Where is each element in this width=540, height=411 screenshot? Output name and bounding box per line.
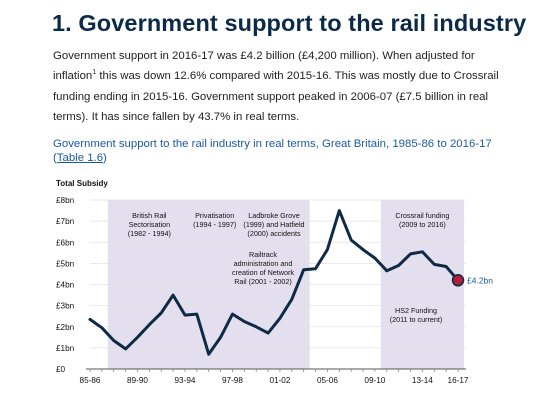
- y-tick-label: £7bn: [56, 217, 75, 226]
- y-tick-label: £5bn: [56, 259, 75, 268]
- data-point: [172, 294, 175, 297]
- band-label-0: Sectorisation: [129, 220, 171, 229]
- page-title: 1. Government support to the rail indust…: [52, 10, 527, 36]
- data-point: [445, 265, 448, 268]
- data-point: [183, 314, 186, 317]
- data-point: [195, 313, 198, 316]
- data-point: [397, 264, 400, 267]
- data-point: [219, 336, 222, 339]
- y-tick-label: £4bn: [56, 281, 75, 290]
- annotation-0: creation of Network: [232, 268, 294, 277]
- y-tick-label: £8bn: [56, 196, 75, 205]
- y-tick-label: £2bn: [56, 323, 75, 332]
- subsidy-line-chart: £0 £1bn £2bn £3bn £4bn £5bn £6bn £7bn £8bn Total …: [56, 179, 493, 385]
- band-label-1: Privatisation: [195, 211, 234, 220]
- band-label-2: (1999) and Hatfield: [243, 220, 304, 229]
- x-tick-label: 13-14: [412, 376, 433, 385]
- x-tick-label: 01-02: [269, 376, 290, 385]
- table-link[interactable]: Table 1.6: [56, 152, 104, 164]
- x-tick-label: 05-06: [317, 376, 338, 385]
- y-tick-label: £0: [56, 365, 66, 374]
- x-tick-label: 93-94: [174, 376, 195, 385]
- intro-paragraph: Government support in 2016-17 was £4.2 b…: [53, 46, 515, 128]
- band-label-1: (1994 - 1997): [193, 220, 236, 229]
- data-point: [350, 239, 353, 242]
- data-point: [433, 263, 436, 266]
- data-point: [362, 248, 365, 251]
- data-point: [385, 269, 388, 272]
- data-point: [338, 209, 341, 212]
- x-tick-label: 89-90: [127, 376, 148, 385]
- data-point: [136, 336, 139, 339]
- x-tick-label: 85-86: [80, 376, 101, 385]
- x-tick-label: 16-17: [448, 376, 469, 385]
- data-point: [302, 268, 305, 271]
- chart-caption: Government support to the rail industry …: [53, 137, 523, 165]
- annotation-0: Railtrack: [249, 250, 277, 259]
- data-point: [373, 257, 376, 260]
- x-tick-label: 09-10: [364, 376, 385, 385]
- band-label-2: (2000) accidents: [247, 229, 301, 238]
- data-point: [290, 298, 293, 301]
- caption-paren-close: ): [103, 152, 107, 164]
- caption-paren-open: (: [53, 152, 57, 164]
- data-point: [207, 353, 210, 356]
- y-tick-label: £6bn: [56, 238, 75, 247]
- intro-text-1: Government support in 2016-17 was £4.2 b…: [53, 50, 475, 83]
- data-point: [231, 313, 234, 316]
- data-point: [314, 267, 317, 270]
- footnote-ref[interactable]: 1: [92, 69, 97, 77]
- data-point: [326, 248, 329, 251]
- end-value-label: £4.2bn: [467, 275, 493, 285]
- intro-text-2: this was down 12.6% compared with 2015-1…: [53, 70, 499, 124]
- data-point: [148, 323, 151, 326]
- data-point: [89, 318, 92, 321]
- end-point-marker: [451, 274, 465, 287]
- y-tick-label: £1bn: [56, 344, 75, 353]
- y-axis-title: Total Subsidy: [56, 179, 108, 188]
- series-line-total-subsidy: [88, 209, 460, 356]
- data-point: [255, 325, 258, 328]
- y-tick-label: £3bn: [56, 302, 75, 311]
- band-label-3: Crossrail funding: [395, 211, 449, 220]
- data-point: [278, 317, 281, 320]
- x-tick-label: 97-98: [222, 376, 243, 385]
- caption-text: Government support to the rail industry …: [53, 138, 492, 150]
- band-label-2: Ladbroke Grove: [248, 211, 300, 220]
- data-point: [160, 312, 163, 315]
- band-label-0: (1982 - 1994): [128, 229, 171, 238]
- data-point: [409, 252, 412, 255]
- data-point: [100, 326, 103, 329]
- annotation-1: (2011 to current): [390, 315, 443, 324]
- data-point: [243, 320, 246, 323]
- data-point: [124, 347, 127, 350]
- data-point: [112, 339, 115, 342]
- data-point: [267, 332, 270, 335]
- annotation-0: administration and: [234, 259, 293, 268]
- annotation-0: Rail (2001 - 2002): [234, 277, 292, 286]
- annotation-1: HS2 Funding: [395, 306, 437, 315]
- band-label-0: British Rail: [132, 211, 167, 220]
- band-label-3: (2009 to 2016): [399, 220, 446, 229]
- data-point: [421, 250, 424, 253]
